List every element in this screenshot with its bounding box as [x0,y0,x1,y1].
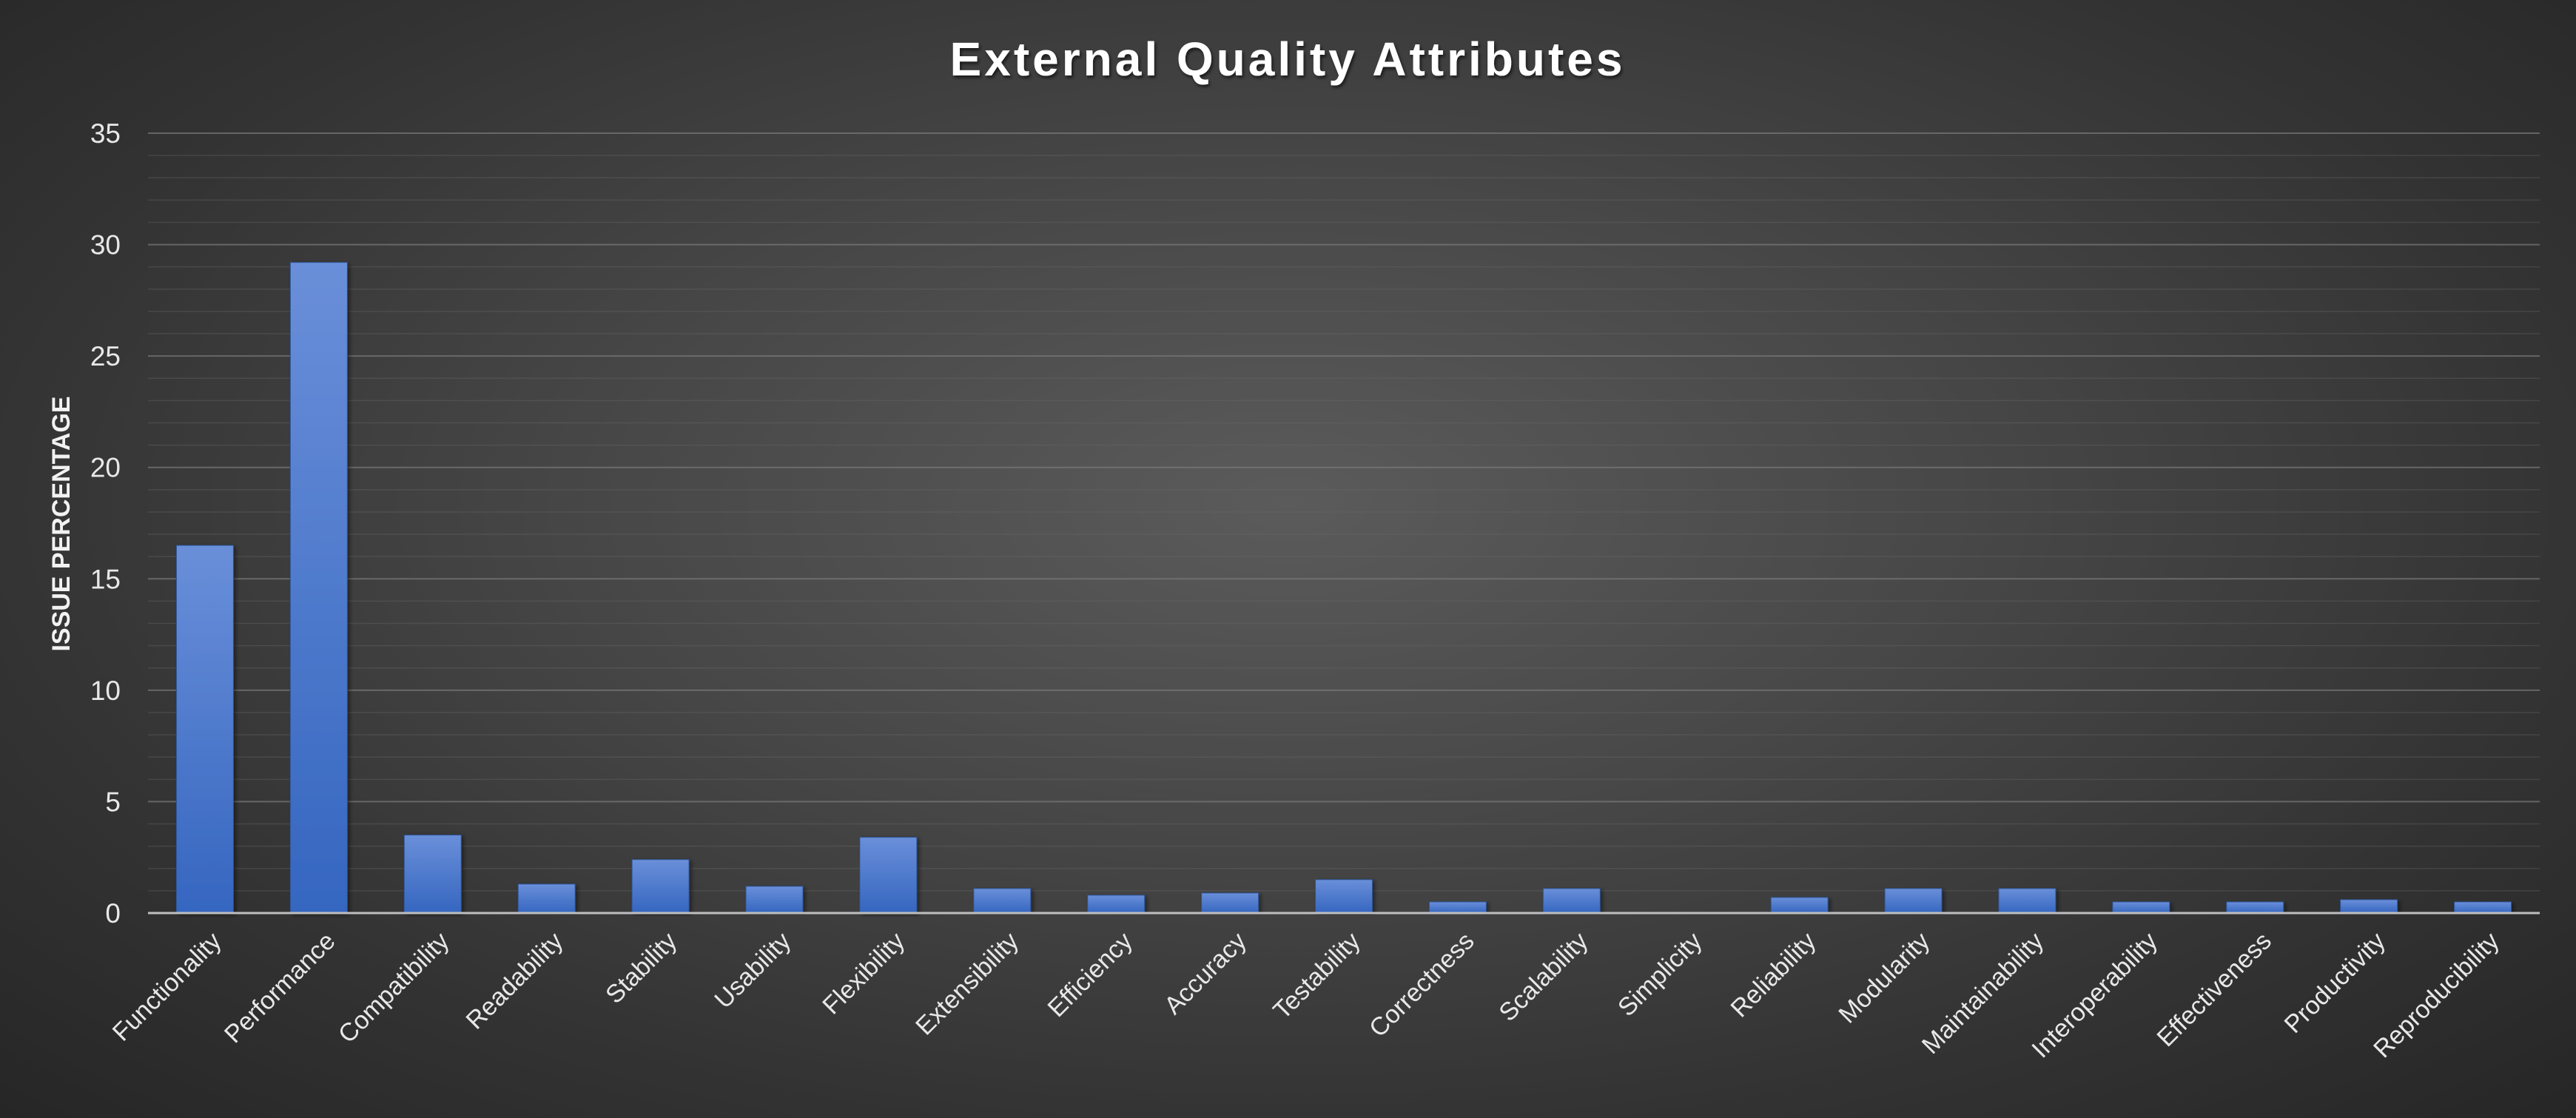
x-tick-label-extensibility: Extensibility [910,927,1024,1041]
x-tick-label-maintainability: Maintainability [1917,927,2049,1060]
bar-modularity [1884,888,1943,914]
bar-flexibility [859,837,918,914]
bar-interoperability [2112,901,2170,914]
y-tick-label: 20 [90,453,121,483]
y-tick-label: 30 [90,230,121,260]
x-tick-label-modularity: Modularity [1833,927,1935,1029]
x-tick-label-stability: Stability [600,927,682,1009]
y-tick-label: 25 [90,341,121,371]
chart-title: External Quality Attributes [950,33,1626,86]
x-tick-label-efficiency: Efficiency [1043,927,1138,1023]
x-tick-label-simplicity: Simplicity [1612,927,1707,1022]
bar-performance [289,262,348,914]
x-tick-label-accuracy: Accuracy [1159,927,1252,1020]
x-tick-label-usability: Usability [709,927,796,1014]
x-tick-label-functionality: Functionality [107,927,227,1047]
bar-compatibility [403,835,462,914]
x-tick-label-compatibility: Compatibility [333,927,454,1048]
bar-maintainability [1998,888,2057,914]
bar-accuracy [1201,892,1260,914]
x-tick-label-effectiveness: Effectiveness [2151,927,2276,1052]
x-tick-label-productivity: Productivity [2279,927,2391,1039]
y-tick-label: 35 [90,118,121,149]
bar-correctness [1428,901,1487,914]
x-tick-label-scalability: Scalability [1493,927,1593,1027]
x-tick-label-reliability: Reliability [1726,927,1822,1023]
bar-scalability [1542,888,1601,914]
bar-series [175,262,2512,914]
y-tick-label: 0 [105,898,121,929]
y-axis-label: ISSUE PERCENTAGE [47,396,75,651]
bar-stability [631,859,690,914]
bar-readability [517,883,576,914]
y-tick-label: 15 [90,564,121,594]
x-tick-label-flexibility: Flexibility [817,927,910,1020]
bar-reliability [1770,897,1829,914]
bar-reproducibility [2454,901,2512,914]
bar-testability [1315,879,1373,914]
x-tick-label-performance: Performance [219,927,341,1049]
bar-productivity [2340,899,2398,914]
bar-effectiveness [2226,901,2284,914]
y-tick-label: 10 [90,676,121,706]
bar-efficiency [1087,895,1146,914]
bar-extensibility [973,888,1032,914]
y-axis-ticks: 0 5 10 15 20 25 30 35 [90,118,121,929]
bar-functionality [175,545,234,914]
x-tick-label-correctness: Correctness [1364,927,1479,1043]
x-tick-label-readability: Readability [461,927,569,1035]
bar-usability [745,886,804,914]
major-gridlines [148,132,2540,803]
minor-gridlines [148,155,2540,892]
x-tick-label-testability: Testability [1268,927,1365,1025]
y-tick-label: 5 [105,787,121,817]
